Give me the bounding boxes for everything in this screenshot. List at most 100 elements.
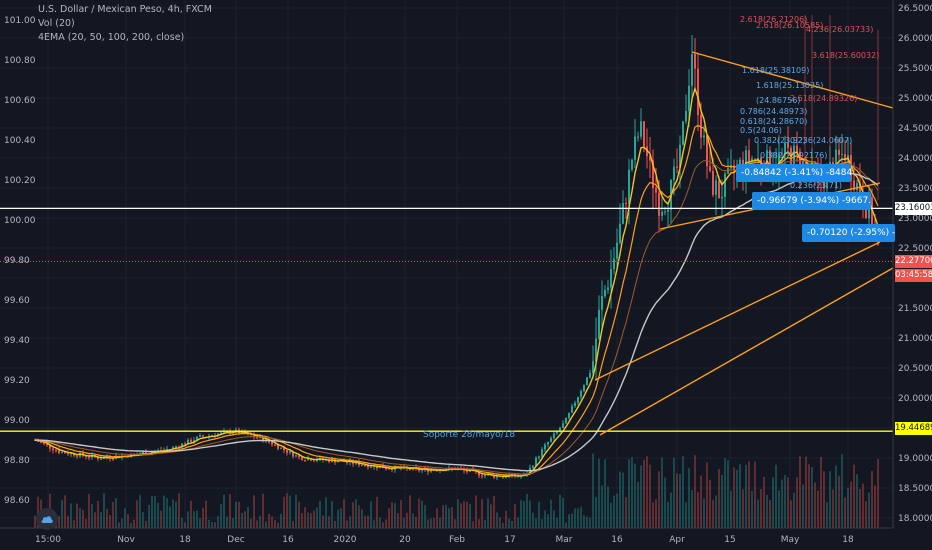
volume-bar bbox=[166, 498, 168, 528]
volume-bar bbox=[550, 499, 552, 528]
volume-bar bbox=[292, 521, 294, 528]
candle-body bbox=[844, 154, 846, 161]
x-axis-tick-label: Mar bbox=[556, 535, 573, 545]
volume-bar bbox=[130, 522, 132, 528]
left-axis-tick-label: 99.80 bbox=[4, 256, 30, 266]
candle-body bbox=[586, 377, 588, 386]
candle-body bbox=[727, 168, 729, 174]
volume-bar bbox=[577, 508, 579, 528]
volume-bar bbox=[319, 500, 321, 528]
volume-bar bbox=[685, 502, 687, 528]
right-axis-tick-label: 21.50000 bbox=[898, 304, 932, 314]
volume-bar bbox=[814, 482, 816, 528]
volume-bar bbox=[397, 513, 399, 528]
candle-body bbox=[589, 372, 591, 378]
candle-body bbox=[556, 431, 558, 434]
volume-bar bbox=[565, 522, 567, 528]
volume-bar bbox=[232, 518, 234, 528]
volume-bar bbox=[61, 499, 63, 528]
volume-bar bbox=[214, 522, 216, 528]
volume-bar bbox=[832, 489, 834, 528]
volume-bar bbox=[610, 502, 612, 528]
candle-body bbox=[271, 442, 273, 445]
volume-bar bbox=[547, 514, 549, 528]
right-axis-tick-label: 19.00000 bbox=[898, 454, 932, 464]
volume-bar bbox=[568, 514, 570, 528]
support-annotation[interactable]: Soporte 28/mayo/18 bbox=[423, 430, 516, 440]
candle-body bbox=[487, 474, 489, 476]
candle-body bbox=[859, 183, 861, 199]
ema-indicator-label[interactable]: 4EMA (20, 50, 100, 200, close) bbox=[38, 32, 185, 43]
volume-bar bbox=[682, 456, 684, 528]
candle-body bbox=[649, 156, 651, 161]
measure-box-2[interactable]: -0.96679 (-3.94%) -9667.9 bbox=[752, 192, 871, 210]
volume-bar bbox=[181, 517, 183, 528]
candle-body bbox=[625, 203, 627, 205]
volume-bar bbox=[709, 479, 711, 528]
volume-bar bbox=[67, 515, 69, 528]
candle-body bbox=[568, 412, 570, 419]
volume-bar bbox=[433, 518, 435, 528]
volume-bar bbox=[136, 500, 138, 528]
right-axis-tick-label: 22.50000 bbox=[898, 244, 932, 254]
x-axis-tick-label: 16 bbox=[611, 535, 623, 545]
x-axis-tick-label: 20 bbox=[399, 535, 411, 545]
volume-bar bbox=[589, 517, 591, 528]
tradingview-logo[interactable] bbox=[36, 508, 58, 530]
left-axis-tick-label: 99.00 bbox=[4, 416, 30, 426]
volume-bar bbox=[700, 475, 702, 528]
white-level-badge: 23.16003 bbox=[895, 202, 932, 215]
candle-body bbox=[748, 150, 750, 162]
volume-bar bbox=[139, 495, 141, 528]
trendline[interactable] bbox=[691, 51, 894, 109]
volume-bar bbox=[85, 519, 87, 528]
candle-body bbox=[664, 211, 666, 213]
trendline[interactable] bbox=[594, 241, 881, 381]
volume-bar bbox=[145, 520, 147, 528]
right-axis-tick-label: 20.50000 bbox=[898, 364, 932, 374]
volume-bar bbox=[385, 519, 387, 528]
candle-body bbox=[178, 446, 180, 448]
right-axis-tick-label: 23.00000 bbox=[898, 214, 932, 224]
volume-bar bbox=[325, 497, 327, 528]
volume-indicator-label[interactable]: Vol (20) bbox=[38, 18, 75, 29]
volume-bar bbox=[256, 520, 258, 528]
volume-bar bbox=[178, 493, 180, 528]
candle-body bbox=[751, 158, 753, 162]
volume-bar bbox=[109, 515, 111, 528]
volume-bar bbox=[103, 493, 105, 528]
volume-bar bbox=[580, 506, 582, 528]
candle-body bbox=[259, 436, 261, 438]
volume-bar bbox=[733, 467, 735, 528]
volume-bar bbox=[124, 508, 126, 528]
volume-bar bbox=[829, 471, 831, 528]
candle-body bbox=[280, 447, 282, 449]
volume-bar bbox=[238, 501, 240, 528]
candle-body bbox=[304, 460, 306, 462]
volume-bar bbox=[340, 508, 342, 528]
candle-body bbox=[286, 450, 288, 453]
volume-bar bbox=[490, 504, 492, 528]
candle-body bbox=[850, 155, 852, 181]
trendline[interactable] bbox=[599, 267, 894, 436]
volume-bar bbox=[466, 501, 468, 528]
volume-bar bbox=[307, 512, 309, 528]
symbol-title[interactable]: U.S. Dollar / Mexican Peso, 4h, FXCM bbox=[38, 4, 212, 15]
left-axis-tick-label: 98.60 bbox=[4, 496, 30, 506]
candle-body bbox=[559, 428, 561, 432]
volume-bar bbox=[100, 512, 102, 528]
volume-bar bbox=[586, 516, 588, 528]
measure-box-1[interactable]: -0.84842 (-3.41%) -8484.2 bbox=[736, 164, 851, 182]
volume-bar bbox=[823, 471, 825, 528]
candle-body bbox=[871, 197, 873, 229]
volume-bar bbox=[355, 499, 357, 528]
volume-bar bbox=[529, 500, 531, 528]
volume-bar bbox=[163, 495, 165, 528]
volume-bar bbox=[850, 481, 852, 528]
volume-bar bbox=[769, 499, 771, 528]
volume-bar bbox=[310, 513, 312, 528]
measure-box-3[interactable]: -0.70120 (-2.95%) -7012 bbox=[802, 224, 895, 242]
candle-body bbox=[835, 149, 837, 177]
volume-bar bbox=[514, 503, 516, 528]
